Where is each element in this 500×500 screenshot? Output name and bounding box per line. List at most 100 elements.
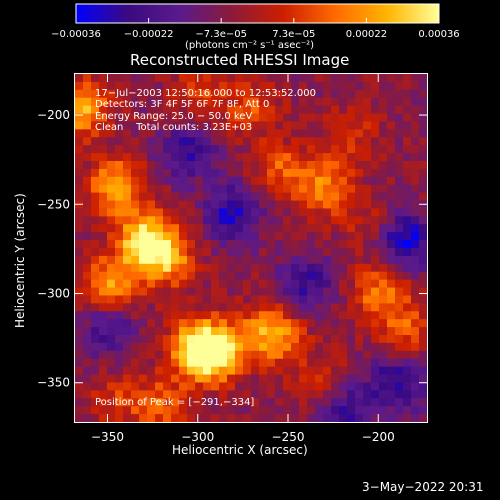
heatmap-cell bbox=[307, 129, 316, 138]
heatmap-cell bbox=[99, 263, 108, 273]
heatmap-cell bbox=[403, 161, 412, 170]
heatmap-cell bbox=[211, 200, 220, 210]
heatmap-cell bbox=[99, 311, 108, 320]
heatmap-cell bbox=[203, 192, 212, 202]
heatmap-cell bbox=[251, 97, 260, 107]
heatmap-cell bbox=[139, 97, 148, 107]
colorbar-tick-label: 0.00022 bbox=[346, 29, 387, 40]
heatmap-cell bbox=[107, 342, 116, 352]
heatmap-cell bbox=[379, 208, 388, 217]
heatmap-cell bbox=[259, 240, 268, 249]
heatmap-cell bbox=[347, 287, 356, 297]
heatmap-cell bbox=[179, 168, 188, 178]
heatmap-cell bbox=[259, 161, 268, 170]
heatmap-cell bbox=[363, 271, 372, 281]
heatmap-cell bbox=[155, 319, 164, 328]
heatmap-cell bbox=[323, 74, 332, 83]
heatmap-cell bbox=[235, 200, 244, 210]
heatmap-cell bbox=[187, 398, 196, 407]
heatmap-cell bbox=[259, 192, 268, 202]
heatmap-cell bbox=[203, 232, 212, 241]
heatmap-cell bbox=[275, 287, 284, 297]
heatmap-cell bbox=[347, 319, 356, 328]
heatmap-cell bbox=[251, 137, 260, 146]
heatmap-cell bbox=[187, 382, 196, 391]
heatmap-cell bbox=[259, 113, 268, 123]
heatmap-cell bbox=[171, 374, 180, 384]
heatmap-cell bbox=[283, 89, 292, 99]
heatmap-cell bbox=[163, 153, 172, 162]
heatmap-cell bbox=[235, 216, 244, 225]
heatmap-cell bbox=[355, 271, 364, 281]
heatmap-cell bbox=[139, 366, 148, 376]
x-tick-label: −300 bbox=[181, 430, 214, 444]
heatmap-cell bbox=[291, 271, 300, 281]
heatmap-cell bbox=[315, 74, 324, 83]
heatmap-cell bbox=[259, 248, 268, 257]
heatmap-cell bbox=[171, 263, 180, 273]
heatmap-cell bbox=[403, 176, 412, 186]
heatmap-cell bbox=[99, 224, 108, 233]
heatmap-cell bbox=[211, 224, 220, 233]
heatmap-cell bbox=[219, 390, 228, 399]
heatmap-cell bbox=[227, 145, 236, 154]
heatmap-cell bbox=[363, 168, 372, 178]
heatmap-cell bbox=[371, 216, 380, 225]
heatmap-cell bbox=[195, 358, 204, 368]
heatmap-cell bbox=[347, 113, 356, 123]
heatmap-cell bbox=[139, 271, 148, 281]
heatmap-cell bbox=[131, 97, 140, 107]
heatmap-cell bbox=[163, 390, 172, 399]
heatmap-cell bbox=[219, 279, 228, 289]
heatmap-cell bbox=[139, 287, 148, 297]
heatmap-cell bbox=[179, 153, 188, 162]
heatmap-cell bbox=[163, 382, 172, 391]
heatmap-cell bbox=[275, 374, 284, 384]
heatmap-cell bbox=[339, 129, 348, 138]
heatmap-cell bbox=[171, 295, 180, 304]
heatmap-cell bbox=[163, 113, 172, 123]
heatmap-cell bbox=[219, 208, 228, 217]
heatmap-cell bbox=[171, 97, 180, 107]
heatmap-cell bbox=[163, 374, 172, 384]
heatmap-cell bbox=[339, 335, 348, 344]
heatmap-cell bbox=[251, 271, 260, 281]
heatmap-cell bbox=[267, 248, 276, 257]
heatmap-cell bbox=[291, 129, 300, 138]
heatmap-cell bbox=[219, 161, 228, 170]
heatmap-cell bbox=[131, 81, 140, 91]
heatmap-cell bbox=[83, 145, 92, 154]
heatmap-cell bbox=[299, 327, 308, 336]
heatmap-cell bbox=[347, 216, 356, 225]
heatmap-cell bbox=[355, 382, 364, 391]
heatmap-cell bbox=[115, 192, 124, 202]
heatmap-cell bbox=[331, 113, 340, 123]
heatmap-cell bbox=[211, 287, 220, 297]
heatmap-cell bbox=[115, 311, 124, 320]
heatmap-cell bbox=[211, 161, 220, 170]
heatmap-cell bbox=[299, 176, 308, 186]
heatmap-cell bbox=[411, 168, 420, 178]
heatmap-cell bbox=[267, 255, 276, 265]
heatmap-cell bbox=[83, 255, 92, 265]
heatmap-cell bbox=[395, 279, 404, 289]
heatmap-cell bbox=[395, 161, 404, 170]
heatmap-cell bbox=[227, 81, 236, 91]
heatmap-cell bbox=[323, 216, 332, 225]
heatmap-cell bbox=[283, 168, 292, 178]
heatmap-cell bbox=[219, 287, 228, 297]
heatmap-cell bbox=[179, 129, 188, 138]
heatmap-cell bbox=[387, 105, 396, 115]
heatmap-cell bbox=[83, 137, 92, 146]
heatmap-cell bbox=[123, 366, 132, 376]
heatmap-cell bbox=[195, 121, 204, 130]
heatmap-cell bbox=[131, 390, 140, 399]
heatmap-cell bbox=[307, 184, 316, 194]
heatmap-cell bbox=[99, 192, 108, 202]
heatmap-cell bbox=[75, 240, 84, 249]
heatmap-cell bbox=[323, 358, 332, 368]
heatmap-cell bbox=[339, 255, 348, 265]
heatmap-cell bbox=[203, 161, 212, 170]
heatmap-cell bbox=[395, 216, 404, 225]
heatmap-cell bbox=[139, 216, 148, 225]
